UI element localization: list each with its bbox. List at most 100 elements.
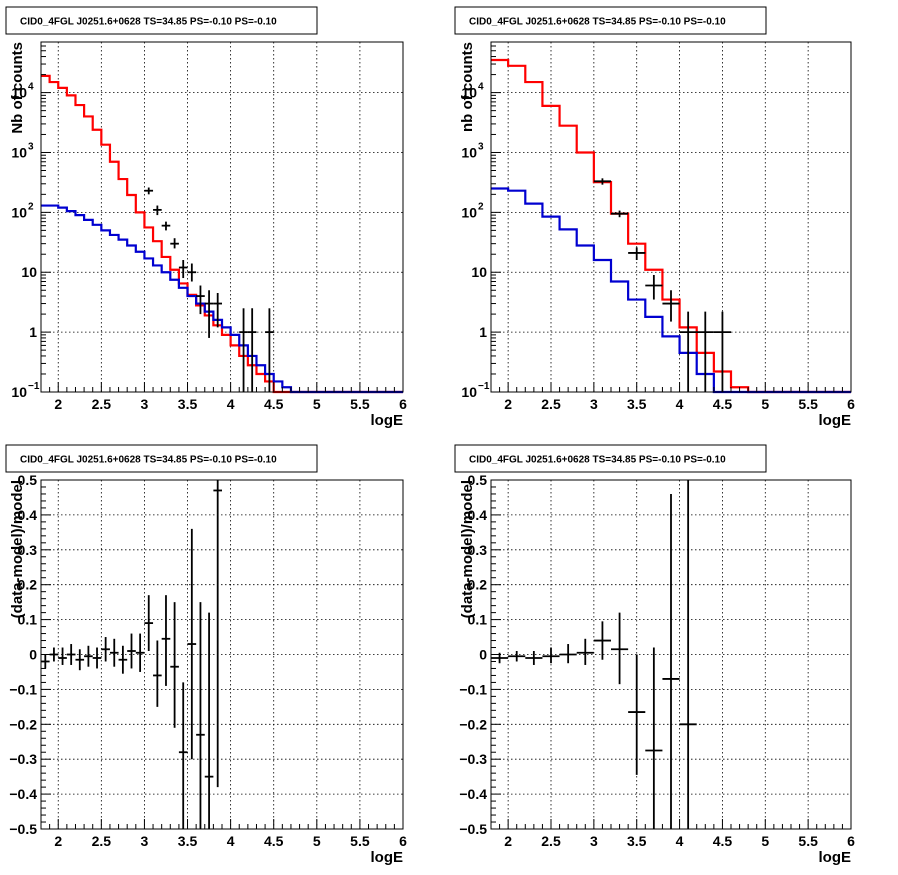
y-tick-exponent-0: −1 bbox=[28, 381, 40, 392]
title-box bbox=[5, 444, 318, 473]
x-tick-label-0: 2 bbox=[504, 833, 512, 849]
data-point-10 bbox=[127, 633, 136, 669]
y-tick-label-10: 0.5 bbox=[18, 472, 38, 488]
x-tick-label-3: 3.5 bbox=[178, 396, 198, 412]
x-axis-title: logE bbox=[371, 412, 404, 429]
data-point-5 bbox=[679, 311, 697, 392]
data-point-8 bbox=[213, 293, 222, 328]
y-tick-label-2: −0.3 bbox=[9, 751, 37, 767]
y-axis-title: (data-model)/model bbox=[459, 480, 476, 618]
y-tick-label-4: −0.1 bbox=[9, 681, 37, 697]
y-tick-label-6: 0.1 bbox=[468, 612, 488, 628]
data-point-9 bbox=[645, 647, 663, 829]
x-tick-label-8: 6 bbox=[847, 833, 855, 849]
x-tick-label-1: 2.5 bbox=[92, 396, 112, 412]
y-tick-exponent-3: 2 bbox=[478, 201, 484, 212]
y-tick-label-1: 1 bbox=[29, 324, 37, 340]
x-tick-label-1: 2.5 bbox=[541, 833, 561, 849]
x-tick-label-0: 2 bbox=[54, 396, 62, 412]
y-axis-title: nb of counts bbox=[459, 42, 476, 132]
title-box bbox=[454, 6, 767, 35]
data-point-1 bbox=[49, 647, 59, 662]
data-point-7 bbox=[204, 290, 214, 338]
x-tick-label-3: 3.5 bbox=[627, 396, 647, 412]
y-tick-label-5: 10 bbox=[11, 85, 27, 101]
y-tick-label-9: 0.4 bbox=[468, 507, 488, 523]
x-tick-label-2: 3 bbox=[590, 396, 598, 412]
data-point-5 bbox=[187, 263, 197, 282]
chart-title: CID0_4FGL J0251.6+0628 TS=34.85 PS=-0.10… bbox=[469, 17, 726, 28]
data-point-16 bbox=[178, 682, 188, 829]
y-tick-label-10: 0.5 bbox=[468, 472, 488, 488]
y-tick-label-7: 0.2 bbox=[468, 577, 488, 593]
data-point-12 bbox=[144, 595, 154, 652]
data-point-3 bbox=[645, 274, 663, 300]
y-tick-label-3: 10 bbox=[11, 204, 27, 220]
y-axis: −0.5 −0.4 −0.3 −0.2 −0.1 0 0.1 0.2 0.3 0.4 0.5 bbox=[9, 472, 51, 837]
plot-area bbox=[41, 42, 403, 392]
data-point-2 bbox=[628, 247, 646, 261]
x-axis-title: logE bbox=[819, 849, 852, 866]
title-box bbox=[454, 444, 767, 473]
data-point-1 bbox=[153, 205, 162, 216]
grid bbox=[491, 42, 851, 392]
y-tick-label-1: −0.4 bbox=[459, 786, 487, 802]
y-tick-label-0: 10 bbox=[461, 384, 477, 400]
y-tick-label-0: −0.5 bbox=[9, 821, 37, 837]
x-tick-label-7: 5.5 bbox=[350, 396, 370, 412]
y-tick-label-2: −0.3 bbox=[459, 751, 487, 767]
chart-panel-residuals-left: 2 2.5 3 3.5 4 4.5 5 5.5 6 −0.5 −0.4 −0.3 −0.2 −0.1 0 0.… bbox=[5, 444, 407, 866]
y-tick-label-9: 0.4 bbox=[18, 507, 38, 523]
y-axis: −0.5 −0.4 −0.3 −0.2 −0.1 0 0.1 0.2 0.3 0.4 0.5 bbox=[459, 472, 501, 837]
chart-title: CID0_4FGL J0251.6+0628 TS=34.85 PS=-0.10… bbox=[20, 17, 277, 28]
data-point-0 bbox=[593, 178, 611, 185]
data-point-3 bbox=[542, 647, 560, 664]
data-point-10 bbox=[247, 308, 257, 392]
x-tick-label-6: 5 bbox=[313, 396, 321, 412]
x-axis-title: logE bbox=[371, 849, 404, 866]
data-point-1 bbox=[508, 651, 526, 662]
data-point-2 bbox=[58, 647, 67, 665]
data-point-17 bbox=[187, 528, 197, 760]
x-tick-label-3: 3.5 bbox=[178, 833, 198, 849]
x-tick-label-2: 3 bbox=[141, 833, 149, 849]
grid bbox=[41, 480, 403, 829]
data-point-19 bbox=[204, 612, 214, 829]
x-tick-label-6: 5 bbox=[761, 396, 769, 412]
data-point-2 bbox=[525, 651, 543, 665]
x-tick-label-3: 3.5 bbox=[627, 833, 647, 849]
y-axis-title: Nb of counts bbox=[9, 42, 26, 134]
data-point-11 bbox=[265, 308, 274, 392]
y-tick-exponent-4: 3 bbox=[478, 141, 484, 152]
y-tick-label-1: −0.4 bbox=[9, 786, 37, 802]
data-point-5 bbox=[84, 645, 93, 667]
x-axis: 2 2.5 3 3.5 4 4.5 5 5.5 6 bbox=[499, 382, 855, 412]
y-tick-label-8: 0.3 bbox=[468, 542, 488, 558]
y-axis-title: (data-model)/model bbox=[9, 480, 26, 618]
x-axis-title: logE bbox=[819, 412, 852, 429]
data-point-3 bbox=[170, 238, 179, 249]
data-point-6 bbox=[696, 311, 714, 392]
y-tick-label-6: 0.1 bbox=[18, 612, 38, 628]
y-tick-label-0: 10 bbox=[11, 384, 27, 400]
x-tick-label-8: 6 bbox=[399, 396, 407, 412]
data-point-11 bbox=[679, 480, 697, 829]
x-axis: 2 2.5 3 3.5 4 4.5 5 5.5 6 bbox=[49, 382, 407, 412]
x-tick-label-2: 3 bbox=[590, 833, 598, 849]
x-tick-label-7: 5.5 bbox=[350, 833, 370, 849]
x-axis: 2 2.5 3 3.5 4 4.5 5 5.5 6 bbox=[49, 819, 407, 849]
data-point-7 bbox=[101, 637, 110, 662]
y-tick-label-7: 0.2 bbox=[18, 577, 38, 593]
x-tick-label-0: 2 bbox=[504, 396, 512, 412]
data-point-10 bbox=[662, 493, 680, 829]
x-tick-label-4: 4 bbox=[227, 833, 235, 849]
data-point-4 bbox=[559, 644, 577, 664]
data-point-0 bbox=[144, 187, 154, 195]
y-tick-exponent-3: 2 bbox=[28, 201, 34, 212]
data-point-6 bbox=[92, 647, 102, 669]
y-tick-label-2: 10 bbox=[471, 264, 487, 280]
y-tick-label-3: −0.2 bbox=[9, 716, 37, 732]
data-point-4 bbox=[662, 290, 680, 322]
